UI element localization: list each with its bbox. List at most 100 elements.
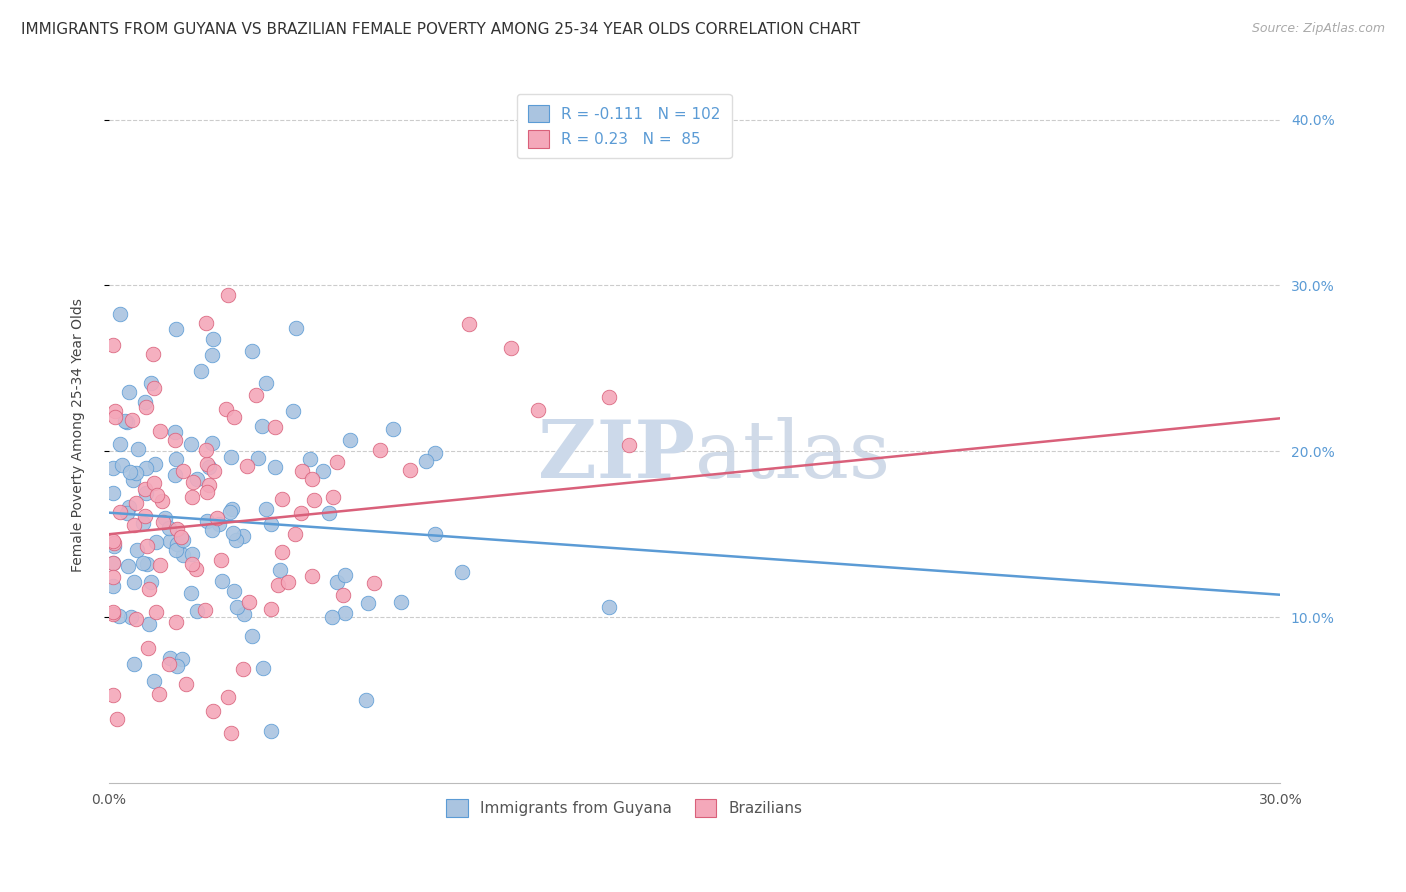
Point	[221, 501, 243, 516]
Point	[254, 376, 277, 390]
Point	[138, 616, 160, 631]
Point	[381, 422, 404, 436]
Point	[101, 579, 124, 593]
Point	[135, 400, 157, 414]
Point	[357, 596, 380, 610]
Point	[101, 556, 124, 570]
Point	[127, 543, 149, 558]
Point	[172, 533, 194, 547]
Point	[125, 467, 148, 481]
Point	[115, 506, 138, 520]
Point	[115, 415, 138, 429]
Point	[163, 467, 186, 482]
Point	[103, 688, 125, 702]
Point	[135, 539, 157, 553]
Point	[246, 450, 269, 465]
Point	[170, 652, 193, 666]
Point	[200, 524, 222, 538]
Point	[301, 472, 323, 486]
Point	[104, 404, 127, 418]
Point	[283, 403, 305, 417]
Point	[101, 461, 124, 475]
Point	[122, 518, 145, 533]
Point	[172, 464, 194, 478]
Point	[172, 548, 194, 562]
Point	[527, 403, 550, 417]
Point	[165, 615, 187, 630]
Point	[209, 553, 232, 567]
Point	[198, 477, 221, 491]
Point	[163, 425, 186, 439]
Point	[260, 602, 283, 616]
Point	[103, 536, 125, 550]
Point	[180, 490, 202, 504]
Point	[208, 517, 231, 532]
Point	[250, 419, 273, 434]
Point	[225, 600, 247, 615]
Point	[136, 640, 159, 655]
Point	[225, 533, 247, 548]
Point	[127, 442, 149, 456]
Text: ZIP: ZIP	[537, 417, 695, 494]
Point	[194, 316, 217, 330]
Point	[198, 460, 221, 475]
Point	[318, 506, 340, 520]
Point	[304, 492, 326, 507]
Point	[101, 556, 124, 570]
Point	[224, 410, 246, 425]
Point	[240, 629, 263, 643]
Point	[264, 459, 287, 474]
Point	[125, 496, 148, 510]
Point	[451, 565, 474, 579]
Point	[260, 724, 283, 739]
Point	[134, 395, 156, 409]
Point	[143, 457, 166, 471]
Point	[415, 454, 437, 468]
Point	[103, 539, 125, 553]
Point	[186, 472, 208, 486]
Point	[111, 458, 134, 472]
Point	[363, 575, 385, 590]
Point	[240, 343, 263, 358]
Point	[148, 686, 170, 700]
Point	[284, 320, 307, 334]
Point	[165, 451, 187, 466]
Point	[389, 595, 412, 609]
Point	[166, 659, 188, 673]
Text: IMMIGRANTS FROM GUYANA VS BRAZILIAN FEMALE POVERTY AMONG 25-34 YEAR OLDS CORRELA: IMMIGRANTS FROM GUYANA VS BRAZILIAN FEMA…	[21, 22, 860, 37]
Point	[101, 605, 124, 619]
Point	[354, 693, 377, 707]
Point	[118, 500, 141, 514]
Point	[170, 530, 193, 544]
Point	[143, 475, 166, 490]
Point	[195, 514, 218, 528]
Point	[284, 527, 307, 541]
Point	[159, 533, 181, 548]
Text: Source: ZipAtlas.com: Source: ZipAtlas.com	[1251, 22, 1385, 36]
Point	[201, 348, 224, 362]
Point	[101, 337, 124, 351]
Y-axis label: Female Poverty Among 25-34 Year Olds: Female Poverty Among 25-34 Year Olds	[72, 298, 86, 572]
Text: atlas: atlas	[695, 417, 890, 494]
Point	[205, 510, 228, 524]
Point	[138, 582, 160, 597]
Point	[163, 434, 186, 448]
Point	[149, 424, 172, 438]
Point	[174, 677, 197, 691]
Point	[155, 511, 177, 525]
Point	[101, 607, 124, 622]
Point	[114, 414, 136, 428]
Point	[132, 516, 155, 531]
Point	[108, 437, 131, 451]
Point	[321, 609, 343, 624]
Point	[184, 562, 207, 576]
Point	[333, 567, 356, 582]
Point	[136, 558, 159, 572]
Point	[145, 488, 167, 502]
Point	[291, 464, 314, 478]
Point	[142, 674, 165, 689]
Point	[194, 603, 217, 617]
Point	[252, 660, 274, 674]
Point	[236, 459, 259, 474]
Point	[215, 401, 238, 416]
